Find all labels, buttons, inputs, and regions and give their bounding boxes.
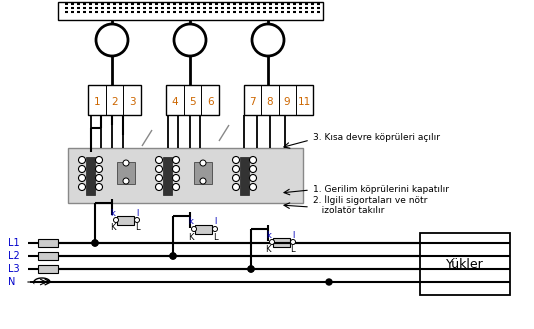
Circle shape [249,184,256,190]
Bar [244,85,313,115]
Bar [86,157,95,195]
Bar [117,216,134,225]
Circle shape [78,184,85,190]
Circle shape [252,24,284,56]
Bar [194,162,212,184]
Circle shape [155,174,162,182]
Circle shape [326,279,332,285]
Circle shape [249,165,256,172]
Text: N: N [8,277,15,287]
Text: k: k [111,209,115,217]
Text: l: l [136,209,138,217]
Circle shape [96,184,103,190]
Circle shape [200,178,206,184]
Bar [240,157,249,195]
Text: k: k [266,231,271,240]
Text: l: l [214,217,216,226]
Circle shape [174,24,206,56]
Bar [68,148,303,203]
Text: 1: 1 [93,97,100,107]
Text: L: L [135,223,139,233]
Circle shape [249,157,256,164]
Text: 7: 7 [249,97,256,107]
Circle shape [92,240,98,246]
Bar [117,162,135,184]
Circle shape [123,160,129,166]
Circle shape [170,253,176,259]
Circle shape [78,157,85,164]
Text: 2: 2 [111,97,118,107]
Text: L1: L1 [8,238,20,248]
Text: 8: 8 [266,97,273,107]
Circle shape [248,266,254,272]
Circle shape [200,160,206,166]
Text: 3: 3 [129,97,136,107]
Circle shape [232,157,240,164]
Circle shape [170,253,176,259]
Circle shape [135,217,139,222]
Circle shape [92,240,98,246]
Text: L: L [213,233,217,241]
Text: 1. Gerilim köprülerini kapatılır: 1. Gerilim köprülerini kapatılır [313,185,449,193]
Circle shape [155,184,162,190]
Text: L: L [289,245,294,255]
Circle shape [96,157,103,164]
Circle shape [232,174,240,182]
Text: L3: L3 [8,264,20,274]
Text: K: K [265,245,271,255]
Bar [166,85,219,115]
Circle shape [96,165,103,172]
Bar [420,233,510,295]
Text: 4: 4 [171,97,178,107]
Text: 6: 6 [207,97,214,107]
Circle shape [249,174,256,182]
Text: ←→: ←→ [32,277,47,287]
Text: 9: 9 [284,97,290,107]
Circle shape [172,184,179,190]
Circle shape [290,240,295,244]
Circle shape [248,266,254,272]
Circle shape [155,165,162,172]
Bar [195,225,212,234]
Circle shape [78,165,85,172]
Circle shape [78,174,85,182]
Bar [38,265,58,273]
Circle shape [192,226,197,232]
Circle shape [172,174,179,182]
Circle shape [155,157,162,164]
Text: K: K [189,233,194,241]
Text: L2: L2 [8,251,20,261]
Circle shape [114,217,119,222]
Text: 3. Kısa devre köprüleri açılır: 3. Kısa devre köprüleri açılır [313,134,440,142]
Circle shape [213,226,217,232]
Text: Yükler: Yükler [446,258,484,270]
Text: K: K [110,223,116,233]
Text: k: k [189,217,193,226]
Text: 5: 5 [189,97,196,107]
Circle shape [123,178,129,184]
Bar [38,252,58,260]
Bar [88,85,141,115]
Circle shape [232,165,240,172]
Bar [163,157,172,195]
Text: 11: 11 [298,97,311,107]
Bar [38,239,58,247]
Circle shape [96,24,128,56]
Circle shape [96,174,103,182]
Circle shape [270,240,274,244]
Bar [58,2,323,20]
Circle shape [232,184,240,190]
Text: l: l [292,231,294,240]
Bar [273,238,290,247]
Circle shape [172,165,179,172]
Text: 2. İlgili sigortaları ve nötr
   izolatör takılır: 2. İlgili sigortaları ve nötr izolatör t… [313,195,427,215]
Circle shape [172,157,179,164]
